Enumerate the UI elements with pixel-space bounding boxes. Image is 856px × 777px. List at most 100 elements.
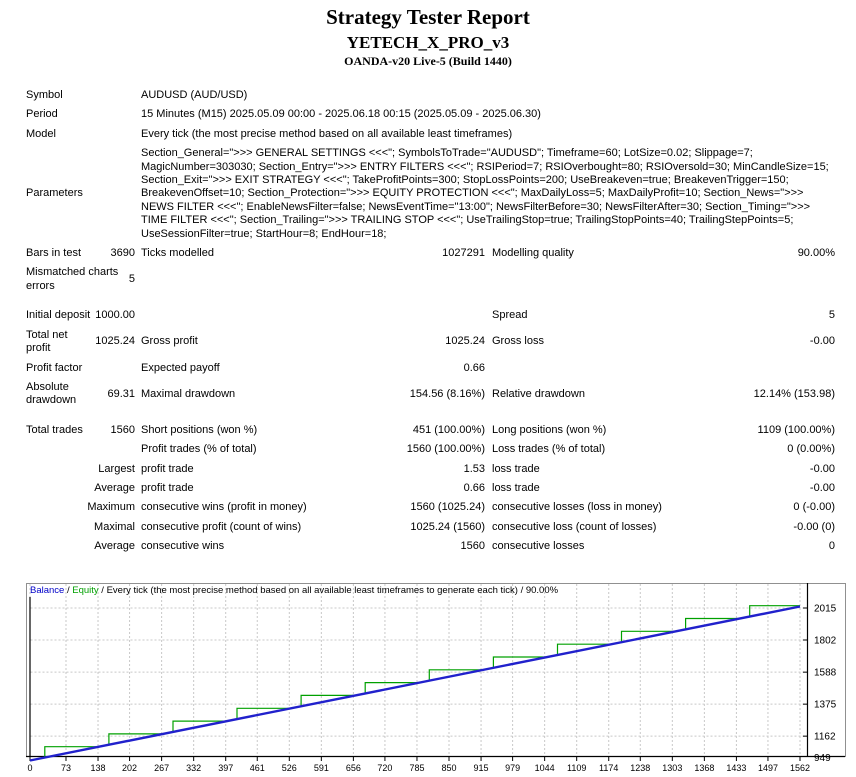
info-value: 15 Minutes (M15) 2025.05.09 00:00 - 2025… (141, 108, 541, 121)
x-axis-label: 656 (346, 763, 361, 773)
y-axis-label: 1375 (814, 700, 837, 711)
info-label-cell: Model (26, 125, 135, 144)
x-axis-label: 0 (27, 763, 32, 773)
info-value-cell: 15 Minutes (M15) 2025.05.09 00:00 - 2025… (135, 105, 835, 124)
stat-label: consecutive losses (loss in money) (492, 501, 662, 514)
info-row: Model Every tick (the most precise method… (26, 125, 835, 144)
table-row: Bars in test 3690 Ticks modelled 1027291 Mod… (26, 244, 835, 263)
table-row: Profit trades (% of total) 1560 (100.00%)… (26, 440, 835, 459)
y-axis-label: 1162 (814, 732, 836, 743)
stat-label: profit trade (141, 481, 194, 494)
stat-value: 0 (0.00%) (787, 443, 835, 456)
stat-label: Expected payoff (141, 361, 220, 374)
info-label-cell: Parameters (26, 144, 135, 244)
stats-table: Symbol AUDUSD (AUD/USD) Period 15 Minutes (… (26, 86, 835, 557)
x-axis-label: 397 (218, 763, 233, 773)
table-row: Average profit trade 0.66 loss trade -0.00 (26, 479, 835, 498)
stats-table-body: Symbol AUDUSD (AUD/USD) Period 15 Minutes (… (26, 86, 835, 557)
stat-label: consecutive profit (count of wins) (141, 520, 302, 533)
x-axis-label: 1497 (758, 763, 778, 773)
stat-label: Total trades (26, 423, 83, 436)
balance-line (29, 605, 801, 762)
stat-value: 1109 (100.00%) (757, 423, 835, 436)
info-row: Parameters Section_General=">>> GENERAL S… (26, 144, 835, 244)
x-axis-label: 1562 (790, 763, 810, 773)
stat-value: 0 (828, 540, 835, 553)
chart-legend-part: Equity (72, 585, 99, 596)
server-info: OANDA-v20 Live-5 (Build 1440) (344, 54, 512, 68)
stat-value: 1025.24 (95, 335, 135, 348)
stat-label: Gross profit (141, 335, 198, 348)
table-row: Profit factor Expected payoff 0.66 (26, 359, 835, 378)
chart-legend-part: Balance (30, 585, 64, 596)
stat-label: Gross loss (492, 335, 544, 348)
table-row: Total trades 1560 Short positions (won %) 4… (26, 411, 835, 440)
table-row: Absolute drawdown 69.31 Maximal drawdown 15… (26, 378, 835, 411)
stat-label: Ticks modelled (141, 247, 214, 260)
stat-value: 90.00% (797, 247, 835, 260)
chart-legend-part: / (64, 585, 72, 596)
info-label: Parameters (26, 187, 83, 200)
x-axis-label: 591 (314, 763, 329, 773)
stat-value: 1027291 (442, 247, 485, 260)
stat-value: 1025.24 (445, 335, 485, 348)
info-row: Period 15 Minutes (M15) 2025.05.09 00:00 … (26, 105, 835, 124)
stat-value: 5 (128, 273, 135, 286)
x-axis-label: 1238 (630, 763, 650, 773)
chart-legend-part: / Every tick (the most precise method ba… (99, 585, 559, 596)
stat-value: 0.66 (463, 361, 485, 374)
table-row: Total net profit 1025.24 Gross profit 1025.… (26, 326, 835, 359)
stat-value: -0.00 (0) (793, 520, 835, 533)
info-row: Symbol AUDUSD (AUD/USD) (26, 86, 835, 105)
stat-value: 69.31 (107, 387, 135, 400)
y-axis-label: 949 (814, 753, 831, 764)
stat-label: Absolute drawdown (26, 380, 77, 407)
stat-label: Mismatched charts errors (26, 266, 119, 292)
stat-value: 1.53 (463, 462, 485, 475)
y-axis-label: 1802 (814, 636, 837, 647)
stat-label: Short positions (won %) (141, 423, 258, 436)
x-axis-label: 1174 (599, 763, 618, 773)
x-axis-label: 1044 (535, 763, 555, 773)
stat-value: 0.66 (463, 481, 485, 494)
stats-report: Symbol AUDUSD (AUD/USD) Period 15 Minutes (… (26, 86, 835, 557)
stat-label: Spread (492, 309, 528, 322)
stat-value: -0.00 (809, 481, 835, 494)
x-axis-label: 915 (474, 763, 489, 773)
stat-label: consecutive wins (141, 540, 225, 553)
x-axis-label: 979 (505, 763, 520, 773)
stat-value: -0.00 (809, 335, 835, 348)
stat-label: Bars in test (26, 247, 82, 260)
x-axis-label: 267 (154, 763, 169, 773)
page-title: Strategy Tester Report (326, 5, 530, 29)
table-row: Largest profit trade 1.53 loss trade -0.00 (26, 460, 835, 479)
stat-label: Profit factor (26, 361, 83, 374)
stat-value: 0 (-0.00) (793, 501, 835, 514)
x-axis-label: 1433 (726, 763, 746, 773)
stat-label: consecutive wins (profit in money) (141, 501, 307, 514)
x-axis-label: 138 (91, 763, 106, 773)
stat-value: Average (94, 540, 135, 553)
info-label: Symbol (26, 89, 63, 101)
info-value-cell: Section_General=">>> GENERAL SETTINGS <<… (135, 144, 835, 244)
info-value: Section_General=">>> GENERAL SETTINGS <<… (141, 147, 829, 240)
info-label-cell: Symbol (26, 86, 135, 105)
x-axis-label: 1368 (694, 763, 714, 773)
stat-value: 1560 (1025.24) (410, 501, 485, 514)
ea-name: YETECH_X_PRO_v3 (346, 33, 510, 52)
balance-chart: Balance / Equity / Every tick (the most … (26, 583, 856, 777)
stat-label: loss trade (492, 481, 540, 494)
y-axis-label: 2015 (814, 604, 837, 615)
table-row: Initial deposit 1000.00 Spread 5 (26, 296, 835, 325)
x-axis-label: 461 (250, 763, 265, 773)
y-axis-label: 1588 (814, 668, 837, 679)
info-value: Every tick (the most precise method base… (141, 127, 513, 140)
x-axis-label: 720 (377, 763, 392, 773)
table-row: Mismatched charts errors 5 (26, 263, 835, 296)
x-axis-label: 1303 (662, 763, 682, 773)
stat-value: 154.56 (8.16%) (409, 387, 485, 400)
table-row: Maximal consecutive profit (count of wins… (26, 518, 835, 537)
info-label-cell: Period (26, 105, 135, 124)
stat-value: 1025.24 (1560) (410, 520, 485, 533)
stat-label: Long positions (won %) (492, 423, 607, 436)
